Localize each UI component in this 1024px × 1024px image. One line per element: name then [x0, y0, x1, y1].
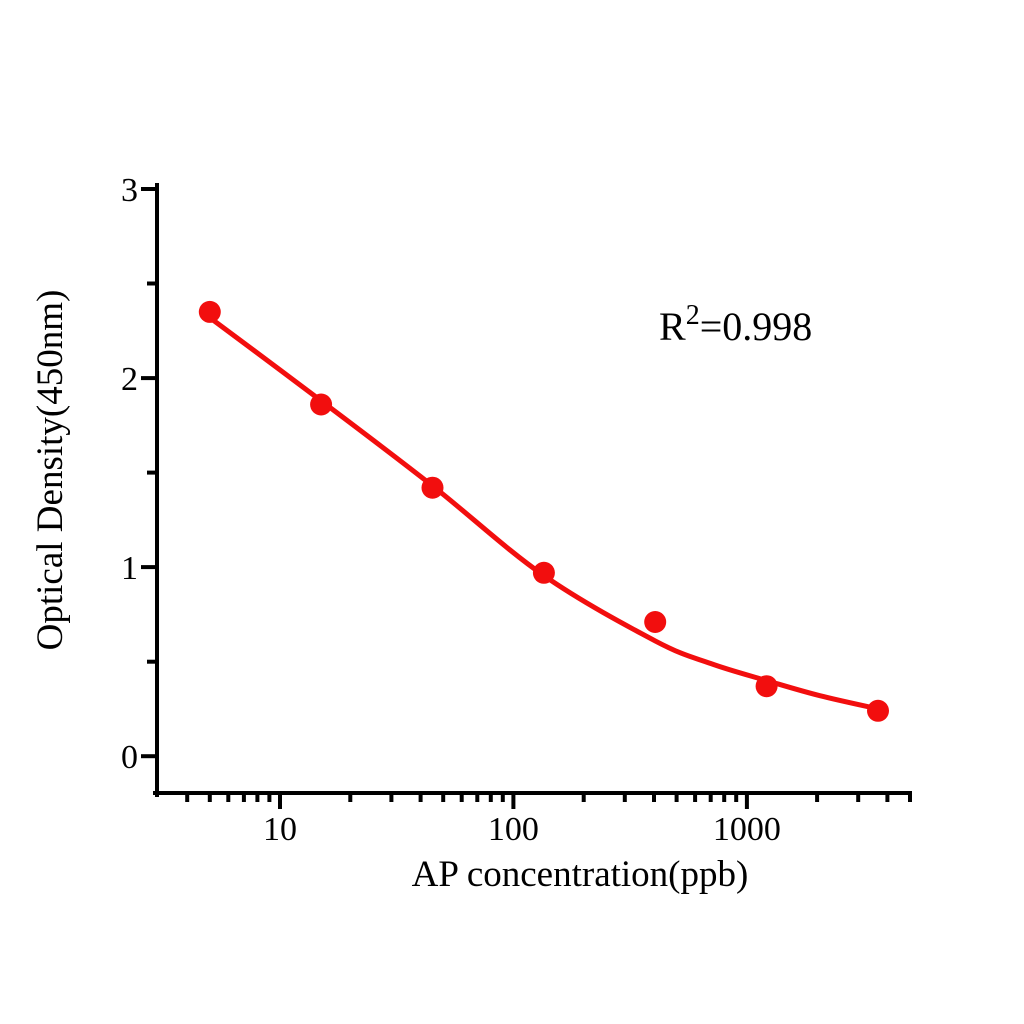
data-point	[755, 675, 778, 698]
series-layer	[198, 300, 889, 722]
x-tick-label: 10	[263, 811, 297, 848]
annotation-base: R	[659, 304, 686, 349]
y-axis-title: Optical Density(450nm)	[30, 290, 71, 651]
annotation-superscript: 2	[686, 300, 700, 331]
y-tick-label: 0	[121, 739, 138, 776]
y-tick-label: 3	[121, 172, 138, 209]
data-point	[198, 300, 221, 323]
data-point	[532, 561, 555, 584]
data-point	[421, 476, 444, 499]
data-point	[310, 393, 333, 416]
axes-layer: 0 1 2 3 10 100 1000	[121, 172, 912, 848]
y-tick-label: 2	[121, 361, 138, 398]
x-axis-title: AP concentration(ppb)	[412, 854, 749, 895]
fit-curve	[207, 315, 881, 712]
x-tick-label: 1000	[713, 811, 781, 848]
r-squared-annotation: R2=0.998	[659, 300, 812, 349]
data-point	[644, 611, 667, 633]
data-point	[867, 699, 889, 722]
annotation-value: =0.998	[700, 304, 813, 349]
y-tick-label: 1	[121, 550, 138, 587]
x-tick-label: 100	[488, 811, 539, 848]
